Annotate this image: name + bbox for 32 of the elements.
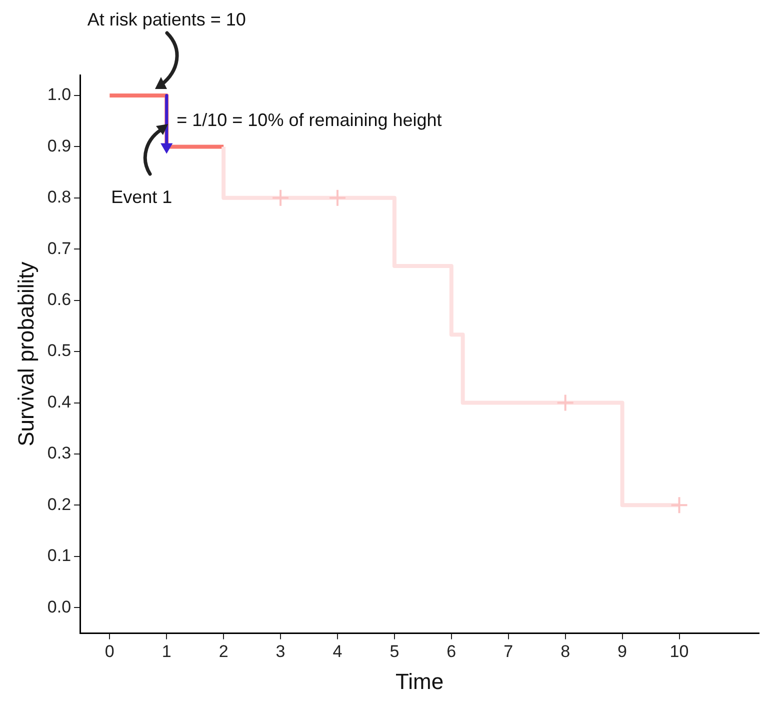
y-tick-label: 0.1 — [47, 546, 72, 566]
x-tick-label: 8 — [560, 642, 570, 662]
x-tick-label: 7 — [504, 642, 514, 662]
x-tick-label: 0 — [104, 642, 114, 662]
x-tick-label: 10 — [670, 642, 689, 662]
x-tick-label: 6 — [446, 642, 456, 662]
y-tick-label: 0.2 — [47, 494, 72, 514]
y-tick-label: 0.0 — [47, 597, 72, 616]
y-axis-title: Survival probability — [13, 262, 38, 446]
y-tick-label: 0.8 — [47, 188, 72, 207]
point — [670, 496, 688, 514]
x-tick-label: 5 — [390, 642, 400, 662]
y-tick-label: 0.7 — [47, 238, 72, 258]
y-tick-label: 0.5 — [47, 341, 72, 360]
point — [272, 188, 290, 207]
y-tick-label: 0.3 — [47, 444, 72, 463]
y-tick-label: 0.9 — [47, 136, 72, 156]
annotation: Event 1 — [111, 187, 172, 208]
x-tick-label: 9 — [618, 642, 628, 662]
x-tick-label: 3 — [276, 642, 286, 662]
point — [556, 394, 574, 412]
y-tick-label: 0.4 — [47, 392, 72, 412]
y-tick-label: 0.6 — [47, 290, 72, 310]
point — [328, 188, 346, 207]
x-tick-label: 4 — [332, 642, 342, 662]
y-tick-label: 1.0 — [47, 85, 72, 104]
x-axis-title: Time — [395, 668, 444, 694]
x-tick-label: 2 — [218, 642, 228, 662]
x-tick-label: 1 — [162, 642, 172, 662]
point — [162, 143, 172, 152]
text: At risk patients = 10 — [87, 9, 246, 30]
annotation: = 1/10 = 10% of remaining height — [176, 110, 442, 130]
